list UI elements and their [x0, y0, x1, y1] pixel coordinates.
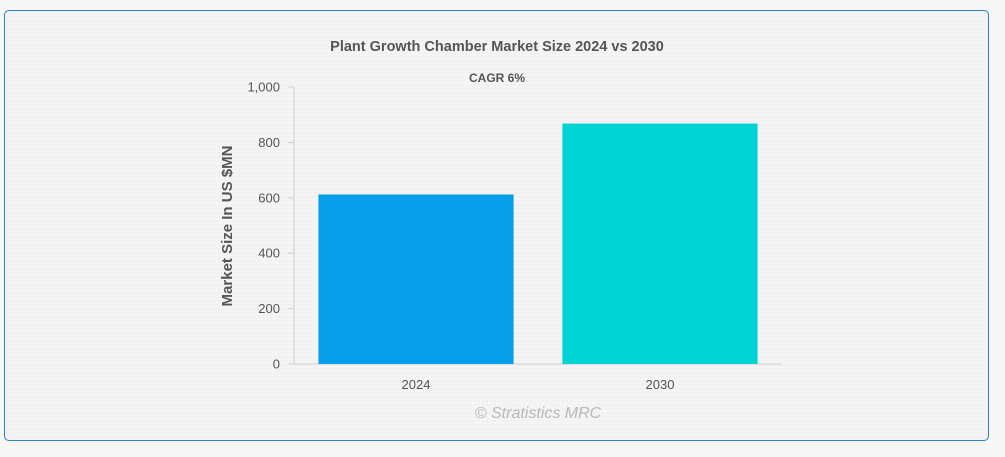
- x-tick-label: 2030: [646, 377, 675, 392]
- plot-area: 0 200 400 600 800 1,000 2024 2030: [247, 80, 782, 392]
- y-tick-label: 200: [258, 301, 280, 316]
- y-tick-label: 1,000: [247, 80, 280, 95]
- bar-2030: [562, 123, 758, 365]
- chart-subtitle: CAGR 6%: [469, 71, 525, 85]
- y-tick-label: 400: [258, 246, 280, 261]
- x-tick-label: 2024: [402, 377, 431, 392]
- y-tick-label: 600: [258, 190, 280, 205]
- chart-title: Plant Growth Chamber Market Size 2024 vs…: [330, 39, 664, 55]
- bar-2024: [318, 194, 514, 364]
- y-tick-label: 800: [258, 135, 280, 150]
- y-tick-label: 0: [273, 357, 280, 372]
- watermark: © Stratistics MRC: [475, 405, 602, 422]
- y-axis-label: Market Size In US $MN: [219, 146, 236, 307]
